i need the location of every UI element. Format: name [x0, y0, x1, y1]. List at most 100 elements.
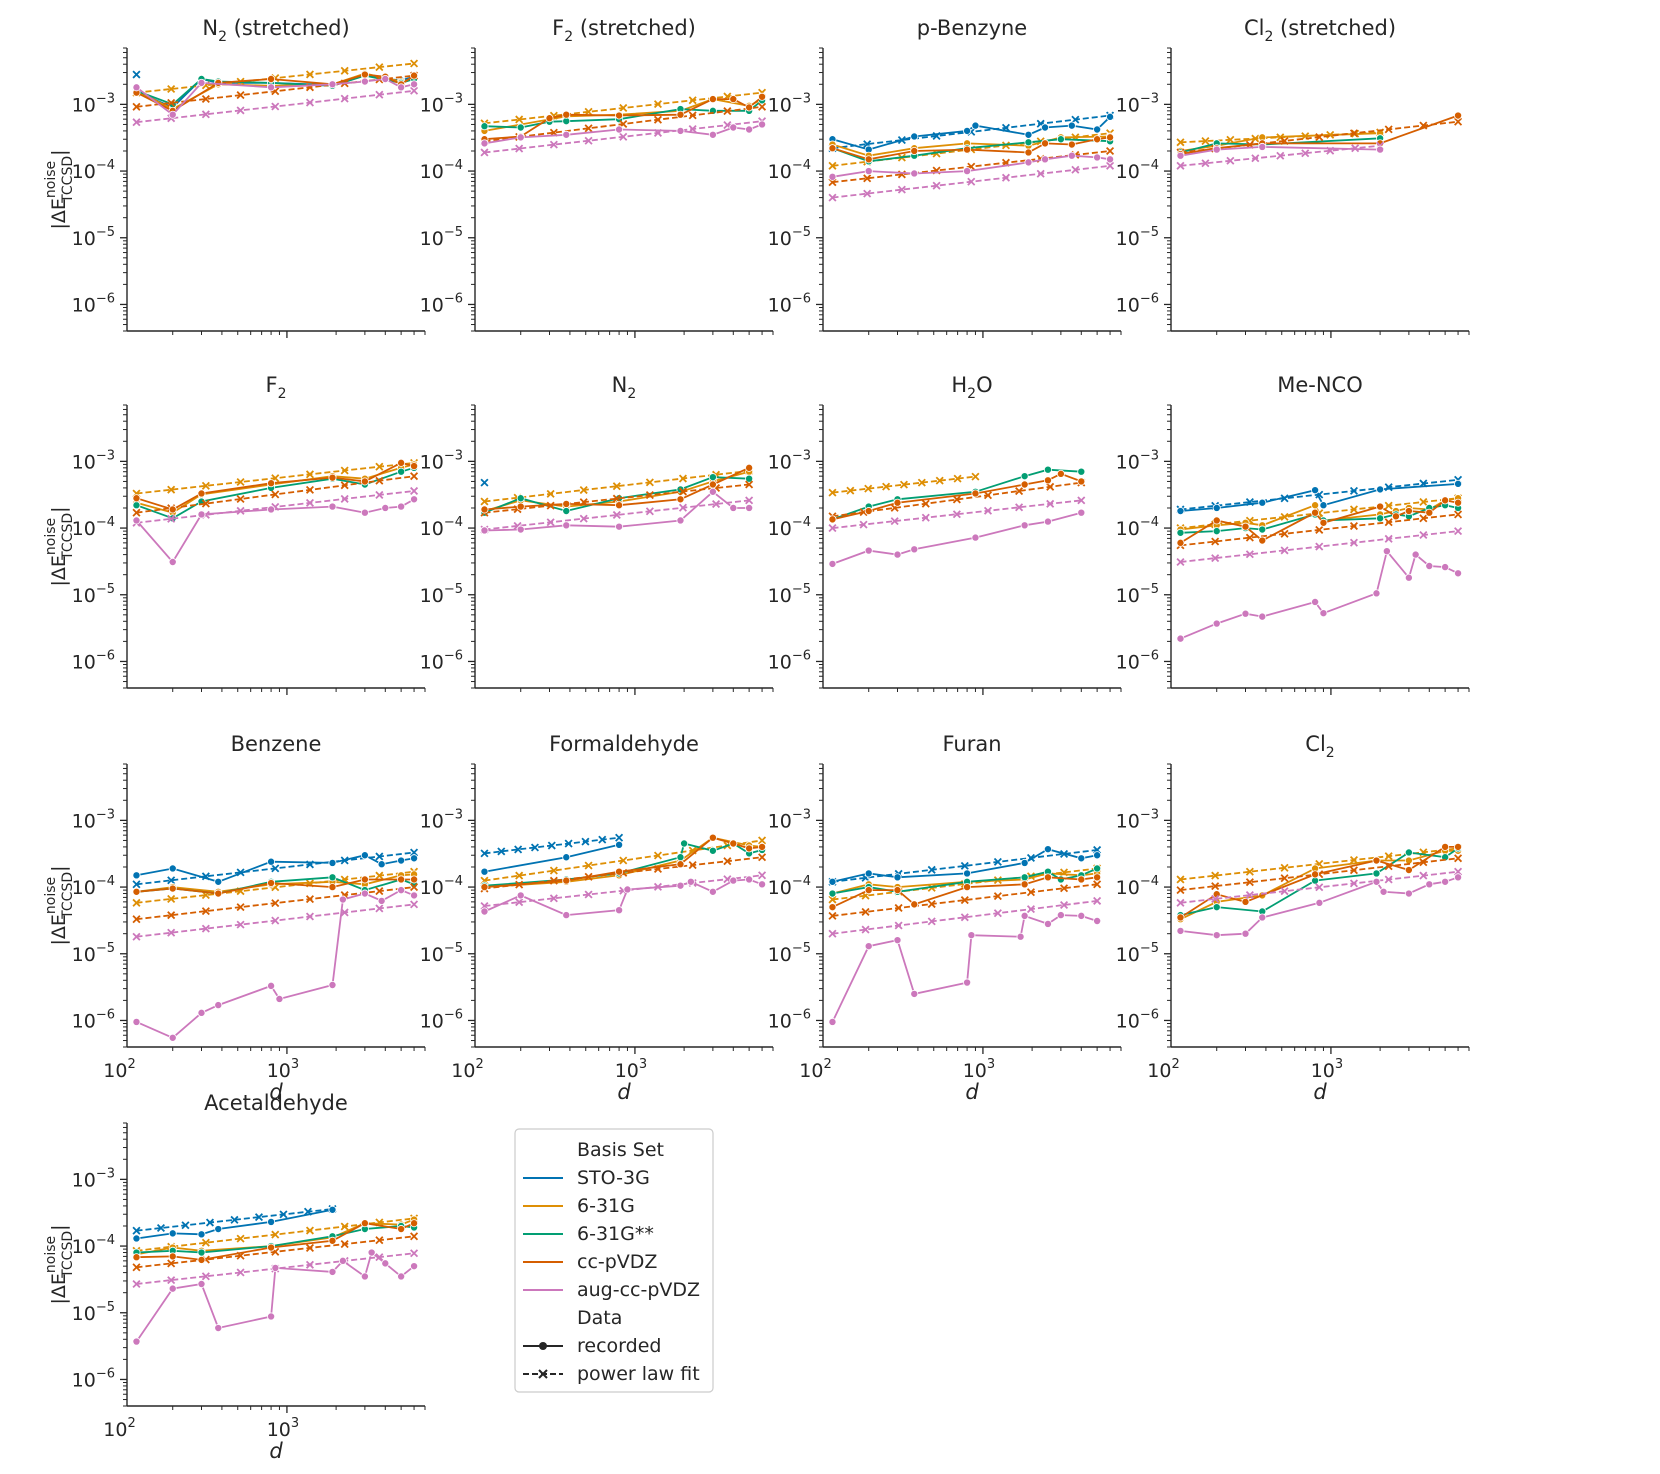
y-label-subscript: TCCSD [60, 513, 76, 561]
recorded-point [729, 123, 738, 132]
y-tick-label: 10−3 [420, 91, 463, 116]
fit-marker [1176, 161, 1185, 170]
panel-title-subscript: 2 [1326, 745, 1335, 761]
series-6-31g [1176, 844, 1463, 920]
recorded-point [480, 139, 489, 148]
y-tick-exponent: −6 [792, 648, 811, 663]
recorded-point [381, 1259, 390, 1268]
recorded-point [1404, 866, 1413, 875]
recorded-point [410, 462, 419, 471]
fit-marker [132, 932, 141, 941]
fit-marker [927, 917, 936, 926]
fit-marker [678, 474, 687, 483]
x-tick-exponent: 2 [823, 1057, 831, 1072]
recorded-point [1404, 889, 1413, 898]
series-cc-pvdz [132, 875, 419, 924]
y-tick-label: 10−3 [1116, 91, 1159, 116]
recorded-line [832, 116, 1111, 151]
y-tick-label: 10−5 [420, 582, 463, 607]
recorded-point [1041, 155, 1050, 164]
series-cc-pvdz [132, 1219, 419, 1272]
y-tick-exponent: −4 [792, 158, 811, 173]
recorded-point [328, 473, 337, 482]
recorded-point [1258, 142, 1267, 151]
recorded-point [328, 1267, 337, 1276]
y-axis-label: |ΔEnoiseTCCSD| [43, 1224, 76, 1304]
x-tick-exponent: 2 [127, 1057, 135, 1072]
recorded-point [893, 873, 902, 882]
y-tick-exponent: −4 [792, 874, 811, 889]
fit-marker [1071, 165, 1080, 174]
recorded-point [1043, 873, 1052, 882]
fit-marker [678, 487, 687, 496]
recorded-point [1024, 138, 1033, 147]
fit-marker [927, 899, 936, 909]
recorded-point [360, 508, 369, 517]
recorded-point [267, 981, 276, 990]
fit-marker [1280, 546, 1289, 555]
fit-marker [645, 507, 654, 516]
recorded-point [360, 1219, 369, 1228]
x-tick-exponent: 2 [1171, 1057, 1179, 1072]
x-tick-exponent: 3 [291, 1416, 299, 1431]
y-tick-exponent: −6 [96, 291, 115, 306]
fit-marker [167, 1276, 176, 1285]
series-sto-3g [480, 478, 489, 487]
fit-marker [688, 96, 697, 105]
fit-marker [952, 495, 961, 504]
fit-marker [230, 1215, 239, 1224]
fit-marker [1454, 510, 1463, 519]
legend-marker-recorded [539, 1342, 547, 1350]
y-tick-label: 10−6 [420, 648, 463, 673]
recorded-point [729, 876, 738, 885]
recorded-point [267, 83, 276, 92]
fit-marker [1384, 518, 1393, 527]
y-tick-label: 10−3 [72, 807, 115, 832]
recorded-point [1258, 913, 1267, 922]
recorded-point [132, 1337, 141, 1346]
fit-marker [927, 865, 936, 874]
panel-title-text: F [552, 16, 564, 40]
recorded-point [1024, 158, 1033, 167]
recorded-point [132, 494, 141, 503]
recorded-point [910, 132, 919, 141]
recorded-point [1056, 469, 1065, 478]
y-tick-exponent: −5 [96, 225, 115, 240]
recorded-point [758, 880, 767, 889]
recorded-point [168, 110, 177, 119]
recorded-point [745, 875, 754, 884]
recorded-point [893, 498, 902, 507]
y-tick-label: 10−4 [768, 158, 811, 183]
fit-marker [1046, 499, 1055, 508]
recorded-point [1376, 514, 1385, 523]
recorded-point [132, 83, 141, 92]
recorded-point [1454, 842, 1463, 851]
panel-title-text: p-Benzyne [917, 16, 1027, 40]
fit-marker [205, 1218, 215, 1227]
panel-title-suffix: (stretched) [227, 16, 350, 40]
fit-marker [917, 478, 926, 487]
fit-marker [132, 118, 141, 127]
y-tick-base: 10 [768, 228, 792, 250]
recorded-point [676, 110, 685, 119]
recorded-point [132, 1234, 141, 1243]
legend-label-fit: power law fit [577, 1363, 700, 1385]
recorded-point [971, 489, 980, 498]
recorded-point [1319, 609, 1328, 618]
recorded-line [135, 78, 415, 116]
series-aug-cc-pvdz [1176, 141, 1385, 170]
recorded-point [910, 989, 919, 998]
fit-marker [236, 920, 245, 929]
recorded-point [328, 502, 337, 511]
recorded-point [338, 1256, 347, 1265]
y-tick-base: 10 [420, 1010, 444, 1032]
x-axis-label: d [617, 1080, 631, 1104]
y-tick-exponent: −6 [96, 648, 115, 663]
x-tick-base: 10 [451, 1060, 475, 1082]
fit-marker [1315, 133, 1324, 142]
fit-marker [828, 524, 837, 533]
y-tick-label: 10−6 [1116, 648, 1159, 673]
fit-marker [584, 861, 593, 870]
recorded-point [963, 167, 972, 176]
